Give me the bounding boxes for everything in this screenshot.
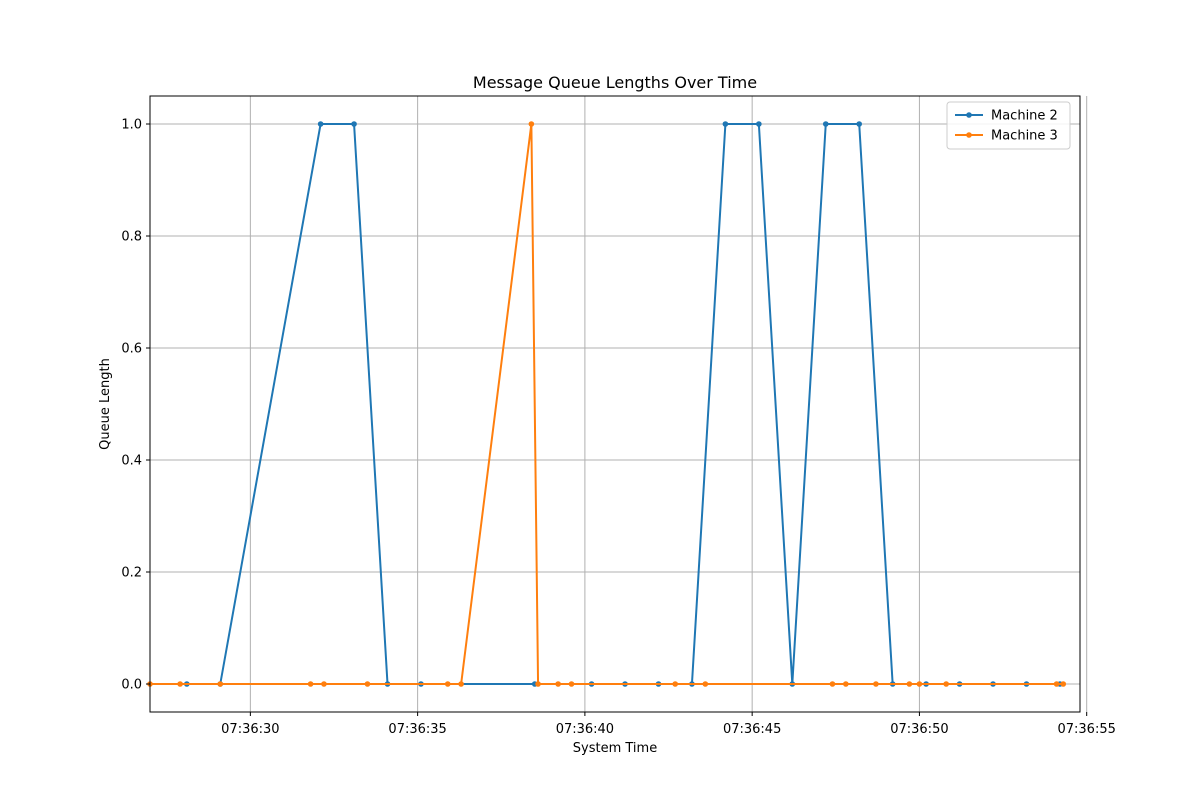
- y-tick-label: 0.6: [121, 342, 142, 357]
- data-point: [535, 681, 541, 687]
- data-point: [829, 681, 836, 687]
- grid: [150, 96, 1088, 712]
- x-tick-label: 07:36:35: [388, 722, 446, 737]
- data-point: [672, 681, 679, 687]
- data-point: [307, 681, 314, 687]
- x-tick-label: 07:36:45: [723, 722, 781, 737]
- series-line: [150, 123, 1064, 685]
- data-point: [528, 121, 535, 127]
- legend-item: Machine 3: [955, 129, 1058, 144]
- legend-marker: [966, 112, 972, 118]
- data-point: [873, 681, 879, 687]
- axis-ticks: 07:36:30 07:36:35 07:36:40 07:36:45 07:36:50…: [121, 118, 1116, 738]
- data-point: [843, 681, 849, 687]
- data-point: [458, 681, 464, 687]
- data-point: [856, 121, 863, 127]
- legend-label: Machine 2: [991, 109, 1058, 124]
- series-layer: [147, 121, 1067, 687]
- y-tick-label: 1.0: [121, 118, 142, 133]
- y-tick-label: 0.2: [121, 566, 142, 581]
- data-point: [722, 121, 729, 127]
- data-point: [702, 681, 709, 687]
- data-point: [321, 681, 327, 687]
- x-tick-label: 07:36:55: [1057, 722, 1115, 737]
- data-point: [1060, 681, 1067, 687]
- legend-box: [946, 101, 1071, 150]
- data-point: [568, 681, 575, 687]
- chart-title: Message Queue Lengths Over Time: [473, 73, 757, 92]
- data-point: [317, 121, 324, 127]
- data-point: [916, 681, 923, 687]
- x-tick-label: 07:36:40: [556, 722, 614, 737]
- data-point: [1053, 681, 1060, 687]
- legend-item: Machine 2: [955, 109, 1058, 124]
- x-tick-label: 07:36:50: [890, 722, 948, 737]
- data-point: [177, 681, 183, 687]
- legend-marker: [966, 132, 972, 138]
- data-point: [943, 681, 949, 687]
- plot-frame: [149, 95, 1081, 713]
- y-axis-label: Queue Length: [98, 358, 113, 450]
- series-machine-3: [147, 121, 1067, 687]
- y-tick-label: 0.4: [121, 454, 142, 469]
- data-point: [822, 121, 829, 127]
- x-tick-label: 07:36:30: [221, 722, 279, 737]
- legend-label: Machine 3: [991, 129, 1058, 144]
- data-point: [906, 681, 913, 687]
- data-point: [555, 681, 561, 687]
- y-tick-label: 0.8: [121, 230, 142, 245]
- data-point: [217, 681, 224, 687]
- y-tick-label: 0.0: [121, 678, 142, 693]
- data-point: [364, 681, 371, 687]
- legend: Machine 2 Machine 3: [946, 101, 1071, 150]
- x-axis-label: System Time: [573, 741, 657, 756]
- data-point: [444, 681, 451, 687]
- data-point: [351, 121, 357, 127]
- data-point: [756, 121, 762, 127]
